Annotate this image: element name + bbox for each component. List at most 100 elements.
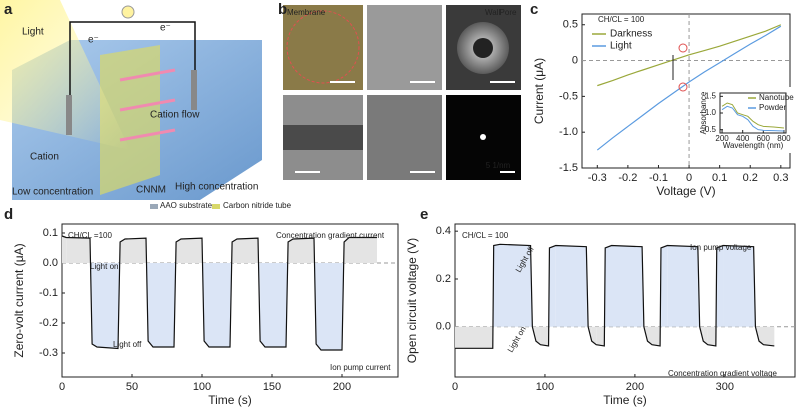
y-tick-label: 1.0: [705, 108, 717, 117]
y-tick-label: 0.2: [436, 273, 451, 285]
area-segment: [647, 326, 652, 345]
area-segment: [455, 326, 493, 349]
y-axis-label: Open circuit voltage (V): [405, 238, 419, 363]
area-segment: [97, 263, 118, 349]
panel-label: b: [278, 1, 287, 18]
panel-label: d: [4, 206, 13, 223]
x-axis-label: Time (s): [208, 393, 252, 407]
legend-label: Light: [610, 41, 632, 52]
area-segment: [555, 245, 587, 327]
x-tick-label: -0.2: [618, 172, 637, 184]
y-tick-label: 0.4: [436, 225, 451, 237]
area-segment: [265, 263, 286, 347]
area-segment: [763, 326, 775, 346]
area-segment: [204, 263, 209, 347]
y-tick-label: 0.0: [43, 257, 58, 269]
plot-frame: [454, 223, 796, 378]
area-segment: [596, 326, 605, 346]
x-tick-label: 0: [452, 381, 458, 393]
annotation: Carbon nitride tube: [223, 201, 292, 210]
area-segment: [667, 245, 698, 327]
annotation: e⁻: [160, 23, 171, 34]
annotation: CH/CL = 100: [462, 231, 509, 240]
y-tick-label: -1.5: [559, 162, 578, 174]
x-tick-label: 600: [757, 134, 771, 143]
area-segment: [605, 245, 612, 327]
panel-label: a: [4, 1, 13, 18]
x-axis-label: Time (s): [603, 393, 647, 407]
series-line: [597, 24, 782, 87]
annotation: High concentration: [175, 182, 258, 193]
marker: [678, 43, 688, 53]
annotation: CH/CL =100: [68, 231, 113, 240]
x-tick-label: -0.3: [588, 172, 607, 184]
annotation: Cation: [30, 152, 59, 163]
area-segment: [535, 326, 541, 345]
area-segment: [707, 326, 716, 346]
y-tick-label: 0.5: [705, 125, 717, 134]
area-segment: [344, 237, 349, 263]
y-tick-label: -0.5: [559, 90, 578, 102]
y-axis-label: Zero-volt current (μA): [12, 243, 26, 357]
area-segment: [288, 239, 293, 263]
area-segment: [349, 237, 377, 263]
y-tick-label: -0.1: [39, 287, 58, 299]
y-axis-label: Absorbance: [699, 91, 708, 134]
annotation: Light on: [506, 325, 528, 354]
legend-label: Powder: [759, 103, 786, 112]
y-tick-label: 0.1: [43, 227, 58, 239]
area-segment: [293, 238, 314, 263]
series-line: [721, 102, 784, 129]
annotation: CNNM: [136, 185, 166, 196]
plot-frame: [61, 223, 399, 378]
annotation: 5 1/nm: [486, 161, 511, 170]
area-segment: [125, 238, 146, 263]
area-segment: [66, 237, 90, 263]
series-line: [596, 25, 782, 151]
x-tick-label: 800: [777, 134, 791, 143]
area-segment: [316, 263, 321, 350]
area-segment: [260, 263, 265, 347]
y-axis-label: Current (μA): [532, 58, 546, 124]
annotation: Ion pump voltage: [690, 243, 752, 252]
annotation: Membrane: [287, 8, 326, 17]
series-line: [61, 235, 377, 351]
inset-frame: [698, 87, 792, 153]
panel-label: c: [530, 1, 538, 18]
series-line: [721, 105, 784, 132]
legend-label: Darkness: [610, 29, 652, 40]
area-segment: [549, 245, 556, 327]
panel-b-art: [283, 5, 521, 180]
y-tick-label: -1.0: [559, 126, 578, 138]
annotation: Cation flow: [150, 110, 200, 121]
annotation: Concentration gradient voltage: [668, 369, 778, 378]
area-segment: [232, 239, 237, 263]
annotation: Light: [22, 27, 44, 38]
x-axis-label: Wavelength (nm): [723, 141, 784, 150]
x-tick-label: 300: [716, 381, 734, 393]
x-tick-label: 200: [333, 381, 351, 393]
area-segment: [611, 245, 643, 327]
x-tick-label: 100: [193, 381, 211, 393]
x-tick-label: 200: [626, 381, 644, 393]
area-segment: [148, 263, 153, 347]
marker: [678, 82, 688, 92]
annotation: Pore: [500, 8, 517, 17]
area-segment: [716, 245, 724, 327]
area-segment: [540, 326, 549, 346]
y-tick-label: 0: [572, 54, 578, 66]
x-tick-label: 0: [686, 172, 692, 184]
y-tick-label: -0.2: [39, 317, 58, 329]
legend-label: Nanotube: [759, 93, 794, 102]
area-segment: [62, 236, 67, 263]
series-line: [455, 243, 775, 349]
annotation: Light on: [90, 262, 118, 271]
annotation: AAO substrate: [160, 201, 213, 210]
area-segment: [209, 263, 230, 347]
y-tick-label: 0.0: [436, 321, 451, 333]
x-tick-label: -0.1: [649, 172, 668, 184]
annotation: CH/CL = 100: [598, 15, 645, 24]
area-segment: [321, 263, 342, 350]
area-segment: [703, 326, 708, 345]
